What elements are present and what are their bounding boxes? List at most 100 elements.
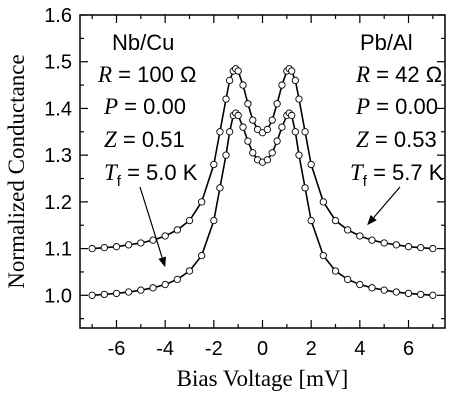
- data-point: [125, 241, 133, 249]
- data-point: [222, 151, 230, 159]
- nbcu-polarization-symbol: P: [103, 94, 118, 119]
- pbal-barrier-label: Z = 0.53: [356, 127, 437, 152]
- pbal-temperature-subscript: f: [363, 173, 368, 190]
- data-point: [234, 111, 242, 120]
- data-point: [273, 100, 281, 108]
- nbcu-barrier-value: = 0.51: [117, 127, 185, 152]
- pbal-temperature-symbol: T: [350, 160, 365, 185]
- pbal-polarization-symbol: P: [355, 94, 370, 119]
- data-point: [278, 123, 286, 131]
- data-point: [268, 149, 276, 157]
- data-point: [319, 251, 327, 260]
- data-point: [295, 95, 303, 103]
- pbal-resistance-label: R = 42 Ω: [355, 62, 442, 87]
- y-tick-label: 1.2: [44, 192, 72, 214]
- pbal-polarization-label: P = 0.00: [355, 94, 438, 119]
- nbcu-temperature-label: Tf = 5.0 K: [104, 160, 198, 190]
- series-nb-cu: [88, 109, 437, 299]
- data-point: [88, 244, 96, 253]
- data-point: [273, 137, 281, 145]
- nbcu-temperature-value: = 5.0 K: [121, 160, 198, 185]
- nbcu-material-label: Nb/Cu: [112, 30, 174, 55]
- nbcu-polarization-value: = 0.00: [118, 94, 186, 119]
- y-tick-label: 1.0: [44, 285, 72, 307]
- data-point: [100, 290, 108, 299]
- data-point: [291, 128, 299, 136]
- data-point: [185, 267, 194, 275]
- series-pb-al: [88, 65, 437, 253]
- data-point: [356, 280, 364, 289]
- data-point: [368, 284, 376, 292]
- x-tick-label: 0: [257, 338, 268, 360]
- data-point: [301, 184, 309, 192]
- data-point: [239, 81, 247, 89]
- data-point: [244, 100, 252, 108]
- pbal-material-label: Pb/Al: [360, 30, 413, 55]
- nbcu-resistance-label: R = 100 Ω: [97, 62, 196, 87]
- data-point: [291, 76, 299, 85]
- x-tick-label: -6: [108, 338, 126, 360]
- data-point: [263, 156, 272, 164]
- data-point: [198, 198, 206, 206]
- data-point: [210, 216, 218, 225]
- nbcu-temperature-subscript: f: [117, 173, 122, 190]
- data-point: [344, 226, 352, 234]
- data-point: [216, 184, 224, 192]
- data-point: [137, 239, 145, 247]
- data-point: [225, 128, 234, 136]
- y-tick-label: 1.3: [44, 145, 72, 167]
- data-point: [288, 67, 296, 75]
- data-point: [100, 243, 108, 252]
- y-tick-label: 1.5: [44, 52, 72, 74]
- data-point: [149, 284, 157, 292]
- pbal-resistance-symbol: R: [355, 62, 370, 87]
- y-axis-label: Normalized Conductance: [4, 54, 29, 288]
- nbcu-barrier-label: Z = 0.51: [104, 127, 185, 152]
- data-point: [268, 116, 276, 124]
- pbal-polarization-value: = 0.00: [370, 94, 438, 119]
- data-point: [173, 275, 181, 284]
- data-point: [380, 239, 388, 247]
- data-point: [429, 244, 437, 253]
- pbal-barrier-value: = 0.53: [369, 127, 437, 152]
- data-point: [173, 226, 181, 234]
- data-point: [222, 95, 230, 103]
- data-point: [258, 129, 267, 137]
- data-point: [288, 111, 296, 120]
- nbcu-resistance-symbol: R: [97, 62, 112, 87]
- data-point: [307, 216, 315, 225]
- data-point: [112, 243, 121, 251]
- pbal-barrier-symbol: Z: [356, 127, 369, 152]
- data-point: [417, 290, 425, 299]
- data-point: [356, 232, 364, 240]
- series-layer: [88, 65, 437, 299]
- nbcu-polarization-label: P = 0.00: [103, 94, 186, 119]
- data-point: [319, 198, 327, 206]
- data-point: [88, 291, 96, 299]
- data-point: [249, 149, 257, 157]
- pbal-arrow-head: [367, 215, 377, 226]
- x-tick-label: 6: [403, 338, 414, 360]
- axes: -6 -4 -2 0 2 4 6 1.0 1.1 1.2 1.3 1.4 1.5 1.6 Bias Volt…: [4, 5, 446, 391]
- data-point: [429, 291, 437, 299]
- data-point: [234, 67, 242, 75]
- data-point: [278, 81, 286, 89]
- data-point: [249, 116, 257, 124]
- nbcu-arrow-head: [158, 256, 166, 268]
- x-tick-label: -4: [156, 338, 174, 360]
- annotation-layer: Nb/Cu R = 100 Ω P = 0.00 Z = 0.51 Tf = 5…: [97, 30, 444, 268]
- x-axis-label: Bias Voltage [mV]: [177, 366, 349, 391]
- data-point: [112, 289, 121, 298]
- pbal-resistance-value: = 42 Ω: [370, 62, 442, 87]
- data-point: [253, 125, 262, 134]
- data-point: [161, 280, 169, 289]
- data-point: [125, 288, 133, 296]
- data-point: [301, 128, 309, 136]
- data-point: [149, 236, 157, 244]
- data-point: [368, 236, 376, 244]
- x-tick-label: 4: [354, 338, 365, 360]
- data-point: [210, 160, 218, 169]
- pbal-temperature-value: = 5.7 K: [367, 160, 444, 185]
- data-point: [307, 160, 315, 169]
- data-point: [417, 243, 425, 252]
